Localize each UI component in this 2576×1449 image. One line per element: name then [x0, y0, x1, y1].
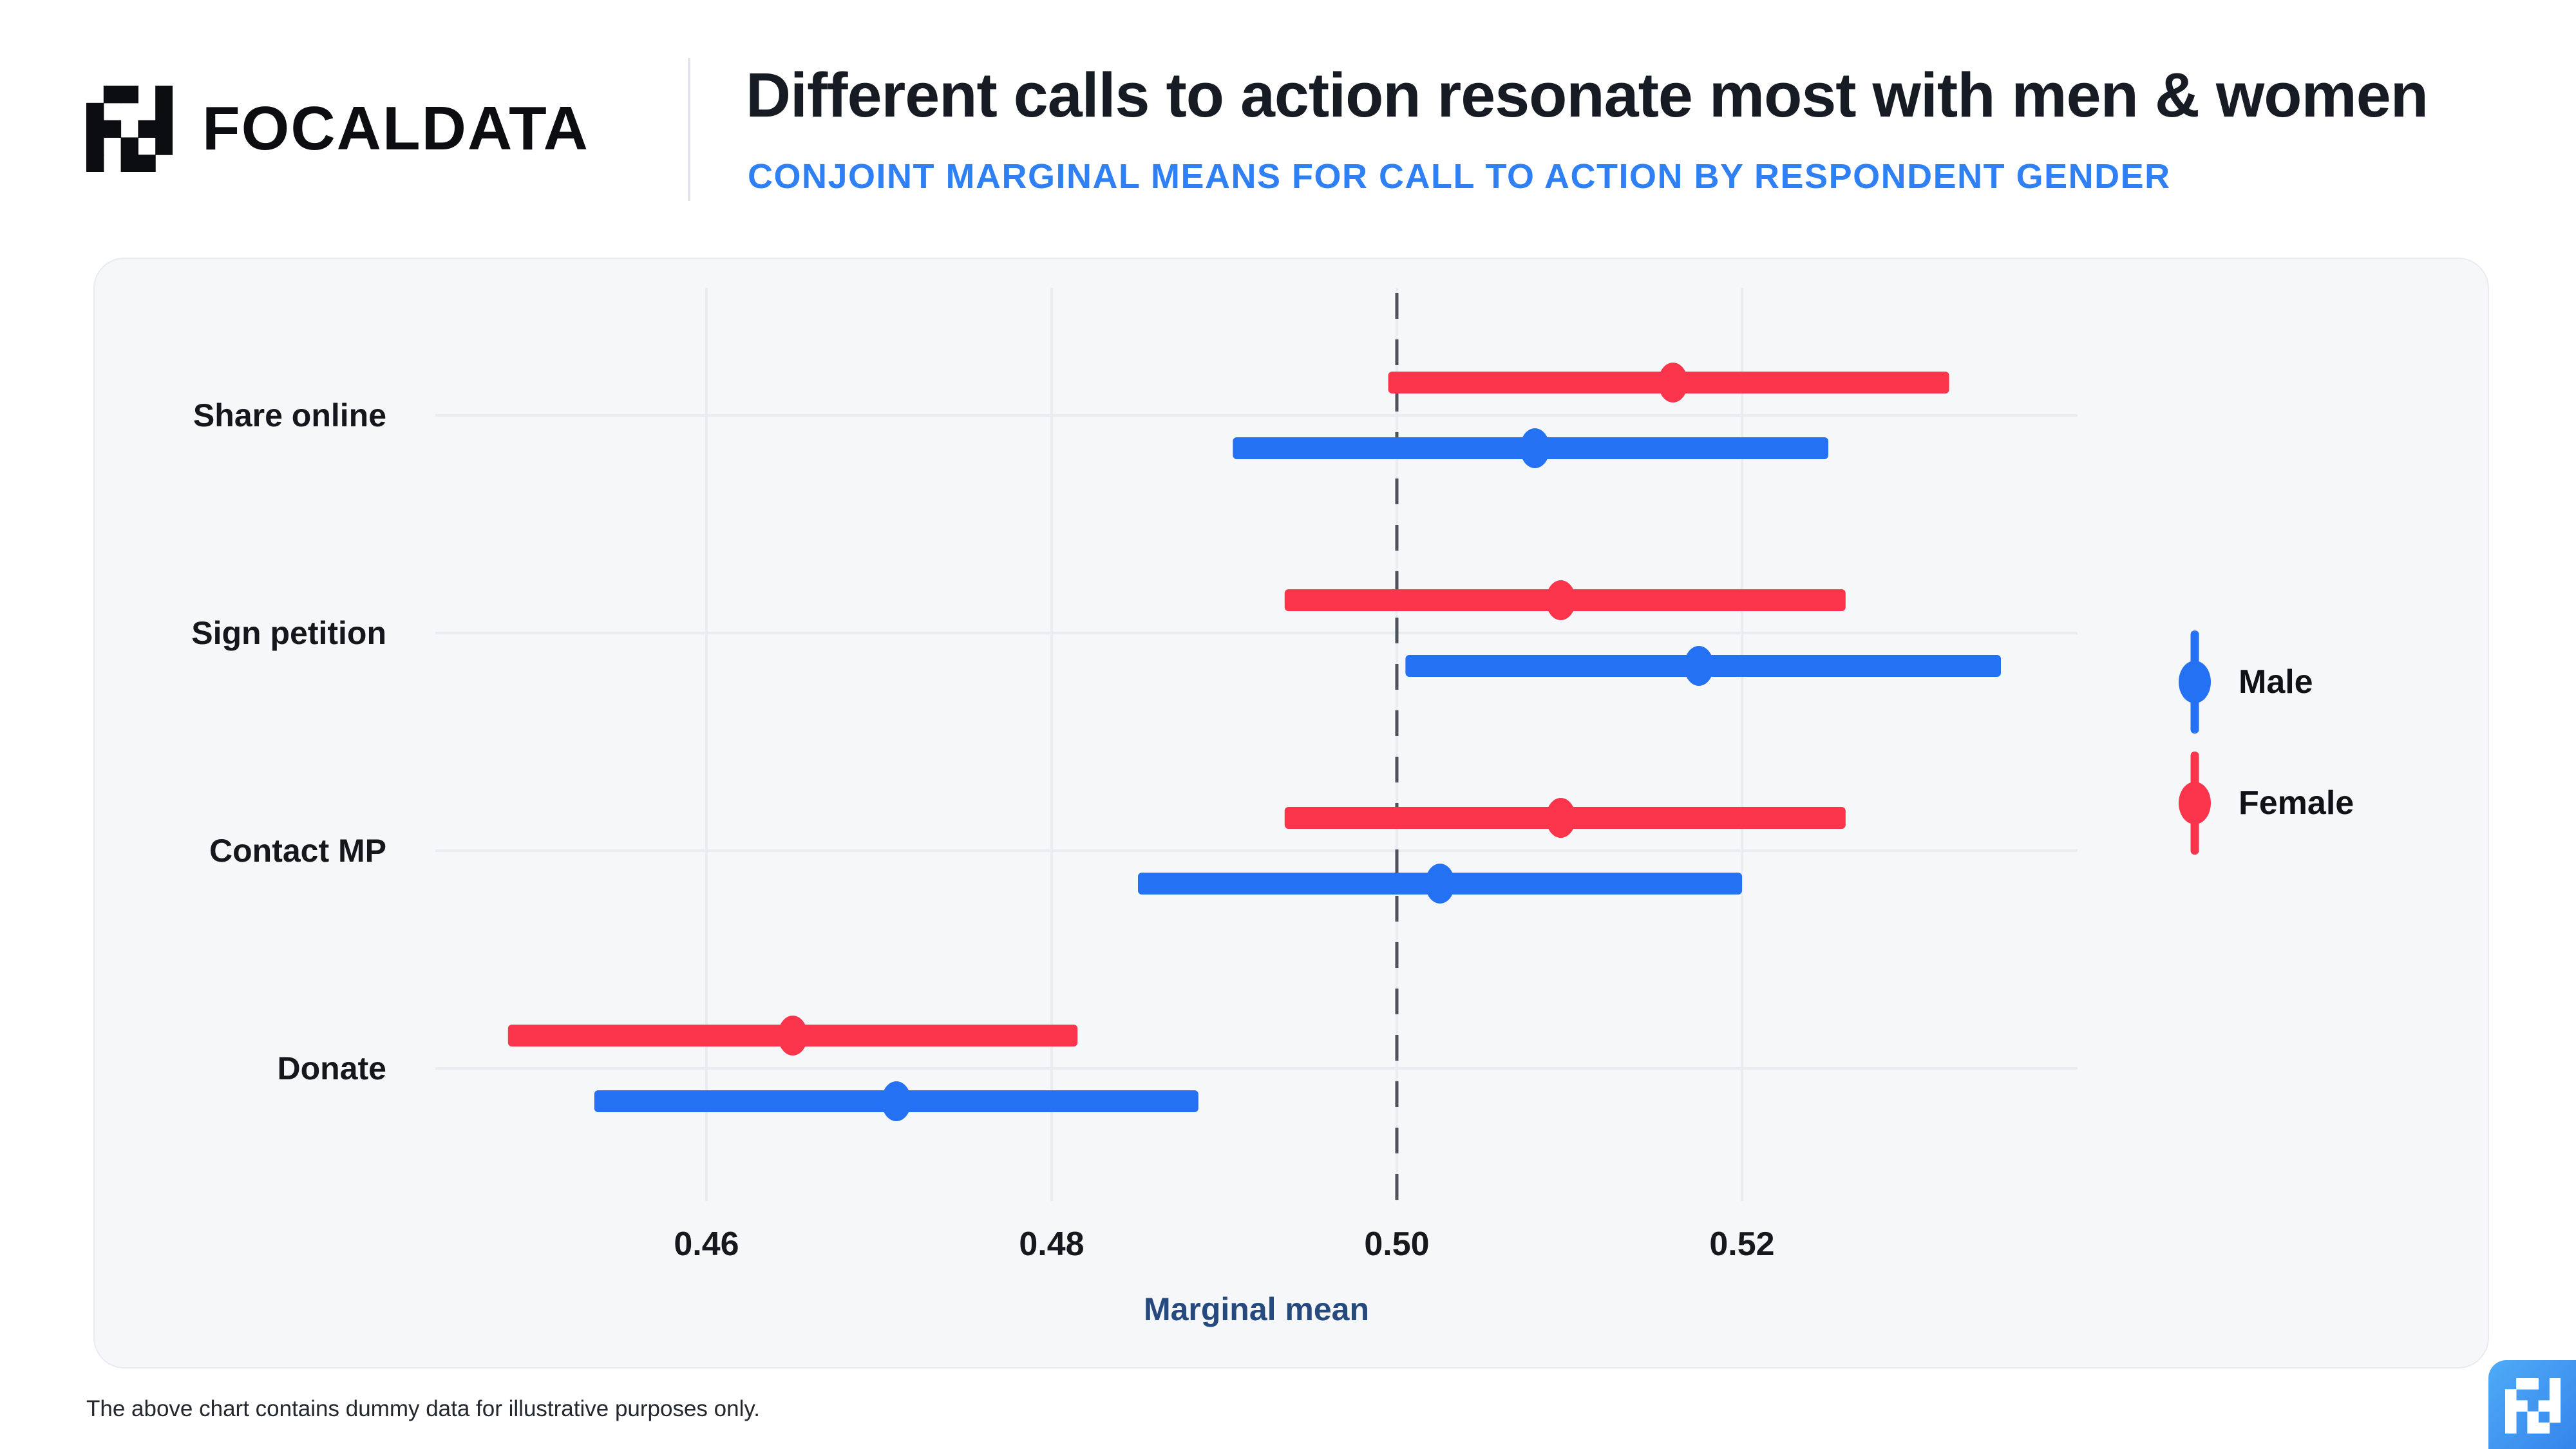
logo-pixel	[2527, 1411, 2539, 1423]
focaldata-badge-icon	[2505, 1378, 2561, 1434]
legend-item-female: Female	[2178, 749, 2354, 857]
page-title: Different calls to action resonate most …	[746, 60, 2429, 130]
logo-pixel	[2527, 1422, 2539, 1434]
logo-pixel	[155, 102, 173, 121]
legend-male-glyph-icon	[2179, 630, 2211, 734]
logo-pixel	[103, 120, 122, 138]
category-label-donate: Donate	[277, 1050, 386, 1086]
logo-pixel	[2538, 1422, 2550, 1434]
logo-pixel	[120, 137, 138, 155]
logo-pixel	[2505, 1411, 2517, 1423]
logo-pixel	[138, 120, 156, 138]
legend-female-glyph-icon	[2179, 752, 2211, 855]
legend-item-male: Male	[2178, 628, 2313, 736]
logo-pixel	[103, 86, 122, 104]
legend-label-male: Male	[2239, 663, 2313, 701]
logo-pixel	[2549, 1411, 2561, 1423]
x-axis-label: Marginal mean	[1143, 1291, 1370, 1327]
disclaimer-text: The above chart contains dummy data for …	[86, 1396, 760, 1421]
logo-pixel	[86, 120, 104, 138]
logo-pixel	[2549, 1400, 2561, 1412]
logo-pixel	[86, 155, 104, 172]
logo-pixel	[120, 86, 138, 104]
logo-pixel	[2549, 1389, 2561, 1401]
x-tick-0-52: 0.52	[1709, 1226, 1775, 1263]
page-subtitle: CONJOINT MARGINAL MEANS FOR CALL TO ACTI…	[748, 157, 2171, 196]
logo-pixel	[2538, 1400, 2550, 1412]
brand-name: FOCALDATA	[202, 94, 589, 163]
category-label-sign-petition: Sign petition	[191, 615, 386, 651]
chart-panel	[93, 258, 2489, 1368]
logo-pixel	[155, 86, 173, 104]
x-tick-0-50: 0.50	[1364, 1226, 1430, 1263]
category-label-share-online: Share online	[193, 397, 386, 433]
logo-pixel	[138, 155, 156, 172]
logo-pixel	[2516, 1378, 2528, 1390]
x-tick-0-48: 0.48	[1019, 1226, 1084, 1263]
logo-pixel	[2505, 1400, 2517, 1412]
logo-pixel	[155, 120, 173, 138]
legend-label-female: Female	[2239, 784, 2354, 822]
focaldata-badge	[2488, 1360, 2576, 1449]
logo-pixel	[86, 137, 104, 155]
focaldata-logo-icon	[86, 86, 173, 172]
logo-pixel	[2505, 1389, 2517, 1401]
logo-pixel	[2549, 1378, 2561, 1390]
x-tick-0-46: 0.46	[674, 1226, 739, 1263]
header-divider	[688, 58, 690, 201]
logo-pixel	[2505, 1422, 2517, 1434]
category-label-contact-mp: Contact MP	[209, 833, 386, 869]
logo-pixel	[86, 102, 104, 121]
logo-pixel	[2516, 1400, 2528, 1412]
logo-pixel	[2527, 1378, 2539, 1390]
legend-point	[2179, 782, 2211, 824]
legend-point	[2179, 661, 2211, 703]
logo-pixel	[155, 137, 173, 155]
brand: FOCALDATA	[86, 86, 589, 172]
logo-pixel	[120, 155, 138, 172]
